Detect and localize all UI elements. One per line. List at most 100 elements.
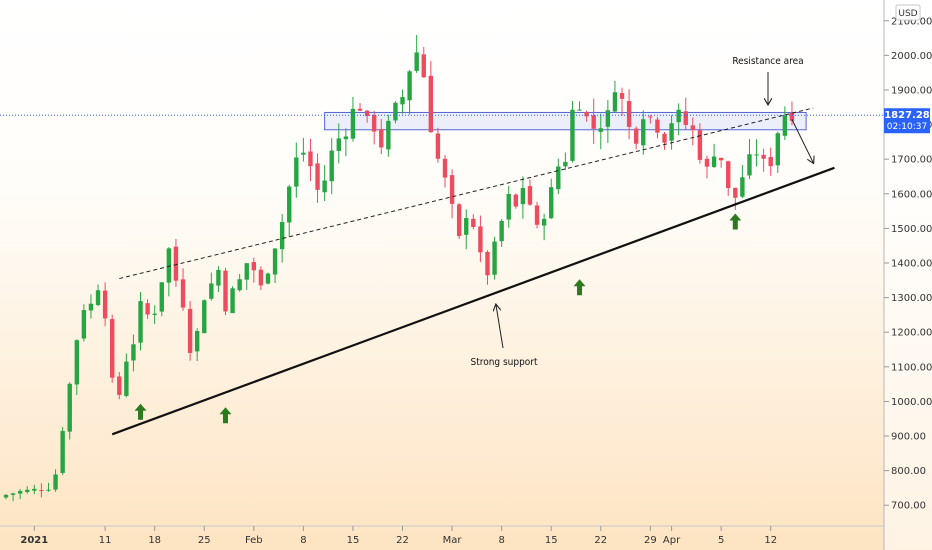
candle	[464, 209, 469, 250]
candle-body	[25, 489, 30, 493]
candle-body	[641, 119, 646, 146]
candle-body	[343, 136, 349, 140]
candle	[789, 101, 795, 126]
candle	[704, 155, 710, 179]
candle-body	[726, 161, 731, 189]
candle-body	[456, 204, 462, 237]
candle	[237, 273, 242, 292]
candle-body	[32, 488, 37, 491]
candle	[633, 126, 639, 150]
arrow-shape	[729, 213, 742, 230]
candle-body	[584, 112, 589, 117]
candle	[166, 247, 172, 297]
candle-body	[287, 186, 292, 223]
candle-body	[775, 133, 780, 166]
candle-body	[294, 157, 299, 187]
candle-body	[159, 282, 164, 312]
candle	[279, 214, 285, 263]
candle-body	[527, 186, 533, 205]
x-tick-label: 22	[396, 535, 409, 546]
candle	[449, 169, 455, 219]
candle-body	[371, 114, 377, 132]
candle-body	[768, 157, 773, 167]
candle-body	[386, 120, 391, 150]
candle	[598, 113, 603, 150]
y-tick-label: 1600.00	[891, 189, 932, 200]
candle	[577, 101, 582, 111]
candle	[202, 299, 207, 334]
y-tick-label: 900.00	[891, 432, 926, 443]
candle	[301, 137, 306, 162]
candle	[740, 164, 745, 199]
candle	[456, 203, 462, 240]
y-tick-label: 1300.00	[891, 293, 932, 304]
candle	[265, 272, 271, 285]
candle-body	[187, 308, 193, 353]
currency-button[interactable]: USD	[895, 4, 921, 21]
candle	[322, 165, 327, 202]
candle	[563, 152, 568, 170]
x-tick-label: Feb	[245, 535, 263, 546]
y-tick-label: 2100.00	[891, 16, 932, 27]
y-tick-label: 700.00	[891, 501, 926, 512]
candle-body	[563, 161, 568, 167]
candle-body	[549, 187, 554, 219]
candle	[641, 110, 646, 155]
candle-body	[499, 220, 504, 242]
candle-body	[202, 300, 207, 334]
candle	[230, 286, 235, 314]
candle	[223, 267, 228, 316]
candle	[648, 114, 653, 124]
candle	[527, 179, 533, 206]
candle	[541, 213, 547, 241]
candle	[329, 138, 334, 195]
candle	[782, 106, 788, 141]
candle-body	[754, 154, 759, 156]
candle-body	[209, 283, 214, 299]
axis-panel-background	[884, 0, 932, 550]
candle	[400, 89, 405, 114]
candle-body	[258, 269, 264, 286]
candle-body	[173, 246, 179, 281]
candle	[81, 304, 87, 342]
candle	[393, 101, 398, 124]
y-tick-label: 1400.00	[891, 259, 932, 270]
y-axis: 700.00 800.00 900.00 1000.00 1100.00 1200.00 1…	[884, 16, 932, 512]
candle	[173, 238, 179, 287]
candle	[669, 115, 674, 150]
candle-body	[74, 340, 80, 385]
candle	[556, 158, 561, 195]
candle	[315, 153, 320, 203]
candle-body	[39, 490, 44, 492]
y-tick-label: 2000.00	[891, 51, 932, 62]
candle-body	[357, 108, 363, 111]
candle-body	[194, 331, 200, 352]
candle	[287, 184, 292, 237]
green-up-arrow-icon	[729, 213, 742, 230]
candle-body	[704, 158, 710, 167]
strong-support-label: Strong support	[470, 357, 538, 368]
candle-body	[577, 109, 582, 111]
candle	[718, 157, 724, 168]
candle	[209, 272, 214, 301]
x-tick-label: 25	[198, 535, 211, 546]
candle	[570, 100, 575, 163]
candle	[53, 469, 58, 492]
x-tick-label: 18	[148, 535, 161, 546]
candle-body	[407, 71, 412, 101]
candle	[251, 257, 257, 283]
y-tick-label: 1100.00	[891, 362, 932, 373]
candle-body	[166, 248, 172, 283]
candle-body	[10, 493, 16, 495]
y-tick-label: 1500.00	[891, 224, 932, 235]
x-tick-label: Mar	[443, 535, 463, 546]
candle	[612, 80, 618, 113]
green-up-arrow-icon	[134, 403, 147, 420]
currency-label: USD	[898, 9, 917, 19]
x-axis: 2021 11 18 25 Feb 8 15 22 Mar 8 15 22 29 Apr 5 12	[20, 526, 777, 546]
candle	[662, 132, 667, 150]
candle-body	[272, 248, 278, 275]
support-trend-line	[111, 166, 835, 436]
candle-body	[464, 218, 469, 235]
